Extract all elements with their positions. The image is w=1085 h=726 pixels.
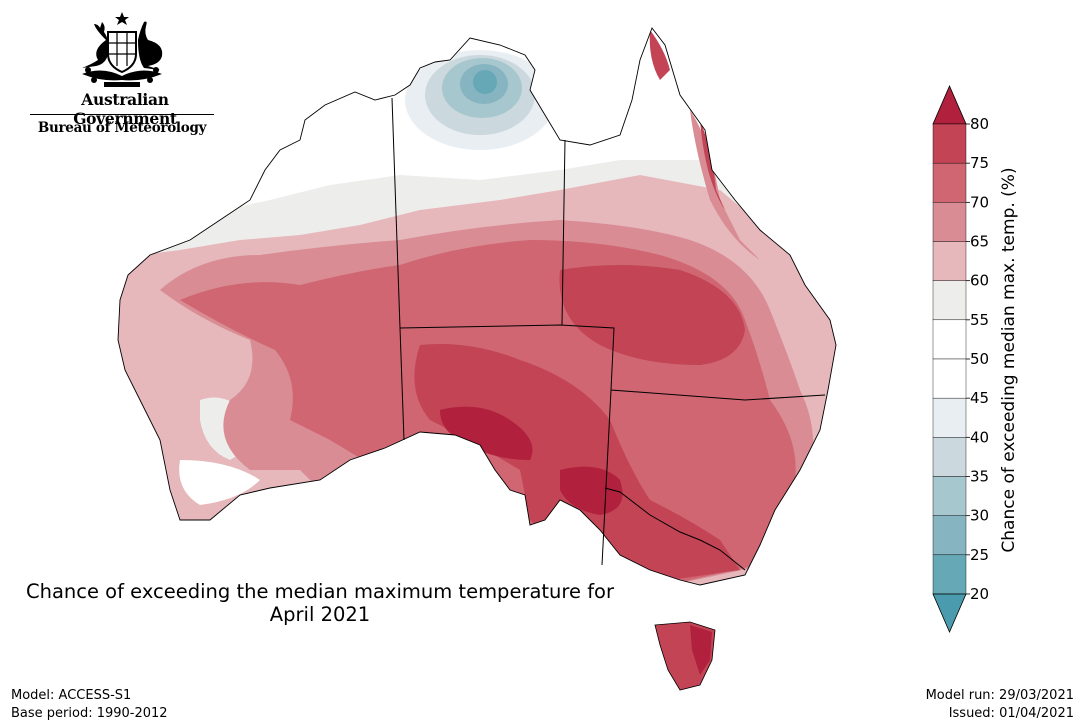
state-borders xyxy=(391,97,826,571)
bureau-name: Bureau of Meteorology xyxy=(37,120,207,136)
colorbar-bin xyxy=(932,241,967,281)
colorbar-bin xyxy=(932,202,967,242)
base-period-label: Base period: 1990-2012 xyxy=(11,706,168,721)
colorbar-bin xyxy=(932,554,967,595)
colorbar-bin xyxy=(932,397,967,438)
colorbar-bin xyxy=(932,123,967,164)
colorbar-tick-label: 40 xyxy=(970,428,989,446)
issued-label: Issued: 01/04/2021 xyxy=(948,706,1074,721)
footer-right: Model run: 29/03/2021 Issued: 01/04/2021 xyxy=(926,687,1074,723)
colorbar-tick-label: 55 xyxy=(970,311,989,329)
colorbar-tick-label: 30 xyxy=(970,507,989,525)
colorbar-tick-label: 60 xyxy=(970,272,989,290)
colorbar-tick-label: 70 xyxy=(970,193,989,211)
coat-of-arms-icon xyxy=(82,12,163,87)
model-label: Model: ACCESS-S1 xyxy=(11,688,132,703)
colorbar-bin xyxy=(932,358,967,399)
colorbar-bin xyxy=(932,437,967,477)
colorbar-bin xyxy=(932,162,967,203)
mainland-outline xyxy=(117,27,837,586)
australia-outlook-map xyxy=(117,27,837,691)
colorbar-tick-label: 35 xyxy=(970,468,989,486)
colorbar-bin xyxy=(932,280,967,321)
agency-name: Australian Government xyxy=(73,90,177,128)
agency-logo: Australian Government Bureau of Meteorol… xyxy=(22,10,222,140)
colorbar-tick-label: 45 xyxy=(970,389,989,407)
colorbar-bin xyxy=(932,515,967,556)
colorbar-tick-label: 80 xyxy=(970,115,989,133)
colorbar-under-triangle xyxy=(932,593,967,634)
colorbar-tick-label: 25 xyxy=(970,546,989,564)
footer-left: Model: ACCESS-S1 Base period: 1990-2012 xyxy=(11,687,168,723)
colorbar-tick-label: 50 xyxy=(970,350,989,368)
colorbar: 80 75 70 65 60 55 50 45 40 35 30 25 20 xyxy=(932,84,989,634)
colorbar-tick-label: 75 xyxy=(970,154,989,172)
colorbar-over-triangle xyxy=(932,84,967,125)
colorbar-bin xyxy=(932,319,967,360)
colorbar-tick-label: 65 xyxy=(970,233,989,251)
map-title-line1: Chance of exceeding the median maximum t… xyxy=(25,580,615,603)
model-run-label: Model run: 29/03/2021 xyxy=(925,688,1074,703)
colorbar-tick-label: 20 xyxy=(970,585,989,603)
colorbar-bin xyxy=(932,476,967,516)
colorbar-label: Chance of exceeding median max. temp. (%… xyxy=(999,167,1019,553)
logo-divider xyxy=(30,114,214,115)
map-title-line2: April 2021 xyxy=(269,603,371,626)
map-title: Chance of exceeding the median maximum t… xyxy=(0,580,640,626)
